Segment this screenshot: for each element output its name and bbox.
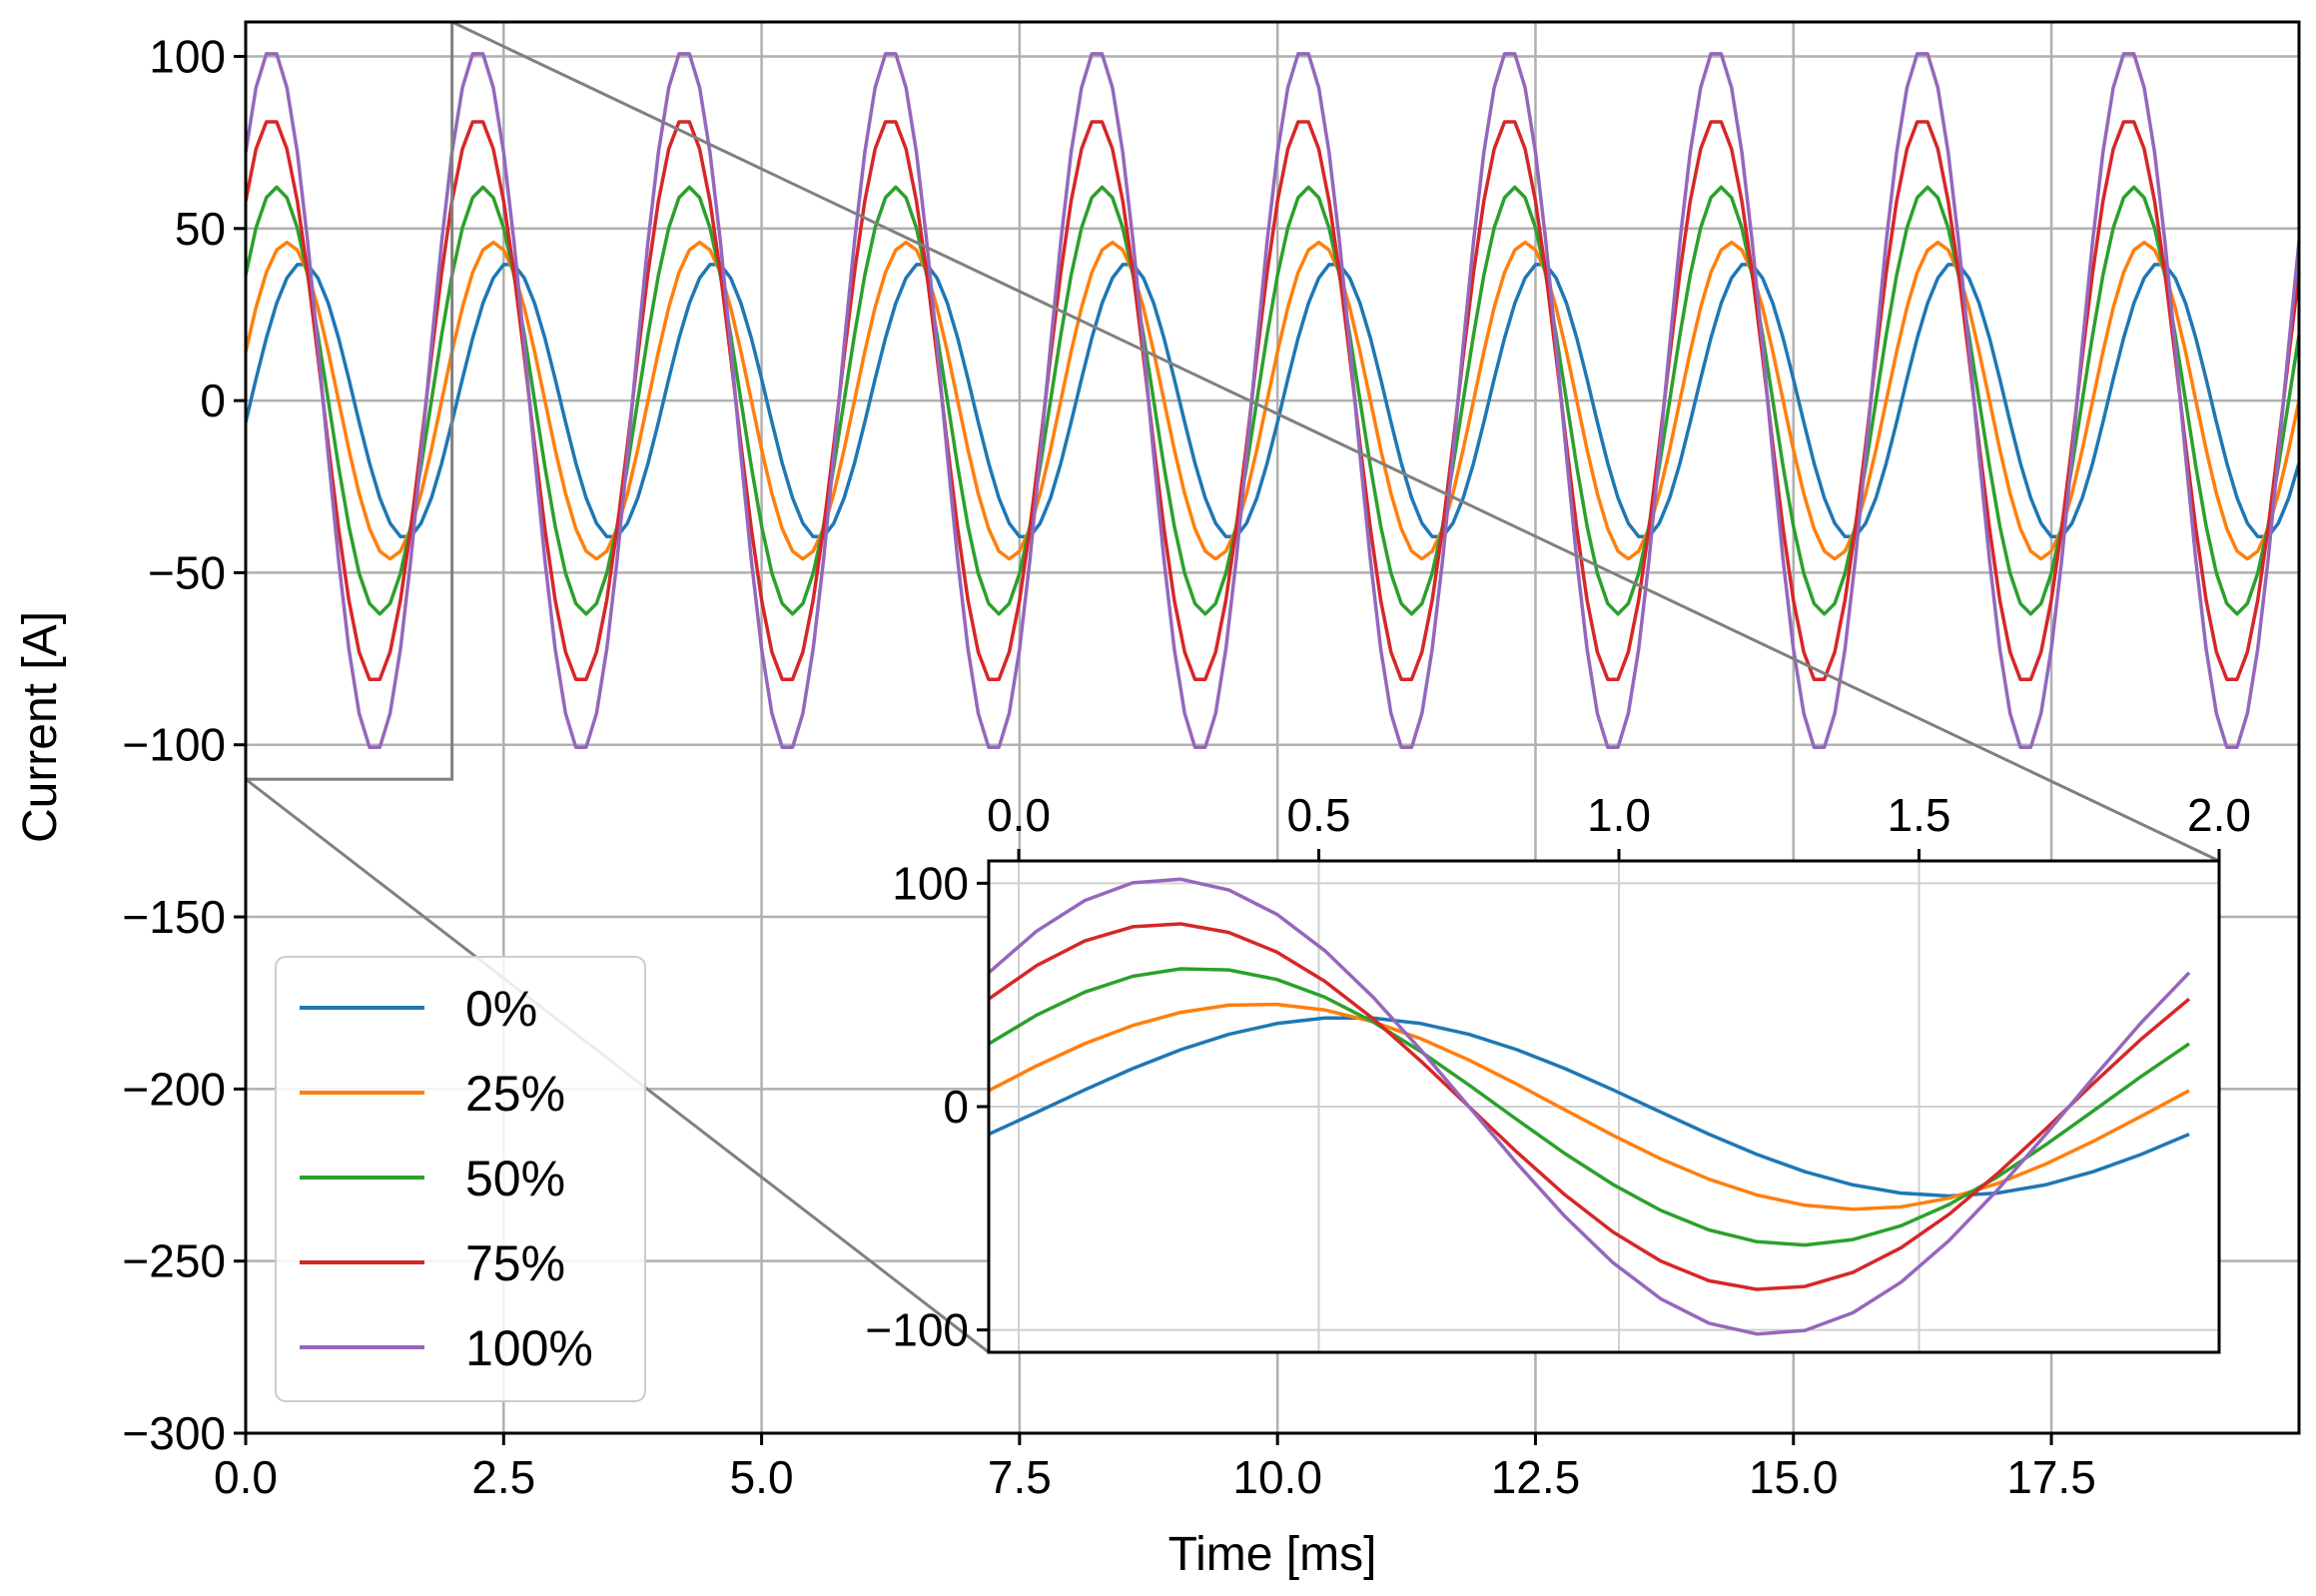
- inset-x-tick-label-1: 0.5: [1287, 789, 1351, 841]
- x-tick-label-7: 17.5: [2006, 1451, 2096, 1503]
- x-tick-label-3: 7.5: [988, 1451, 1052, 1503]
- legend-label-2: 50%: [465, 1151, 565, 1206]
- inset-x-tick-label-4: 2.0: [2187, 789, 2251, 841]
- y-tick-label-6: −200: [122, 1063, 226, 1115]
- zoom-connector-top: [450, 20, 2220, 863]
- inset-series-line-1: [988, 1002, 2190, 1211]
- legend: 0% 25% 50% 75% 100%: [275, 956, 646, 1402]
- y-tick-label-4: −100: [122, 719, 226, 771]
- legend-box: [275, 956, 646, 1402]
- inset-axis-ticks: 0.0 0.5 1.0 1.5 2.0 100 0 −100: [865, 789, 2251, 1356]
- series-line-3: [244, 120, 2301, 681]
- y-tick-label-3: −50: [148, 546, 226, 598]
- legend-entry-4: 100%: [300, 1320, 593, 1376]
- x-tick-label-0: 0.0: [214, 1451, 278, 1503]
- x-tick-label-4: 10.0: [1232, 1451, 1322, 1503]
- inset-x-tick-label-2: 1.0: [1587, 789, 1651, 841]
- legend-label-1: 25%: [465, 1066, 565, 1122]
- x-tick-label-5: 12.5: [1491, 1451, 1581, 1503]
- main-plot-frame: [244, 20, 2301, 1435]
- x-tick-label-2: 5.0: [730, 1451, 794, 1503]
- inset-y-tick-label-1: 0: [943, 1081, 969, 1133]
- inset-x-tick-label-0: 0.0: [987, 789, 1051, 841]
- main-axis-ticks: 0.0 2.5 5.0 7.5 10.0 12.5 15.0 17.5 100 50 0 −50 −10…: [122, 30, 2095, 1503]
- x-axis-label: Time [ms]: [1168, 1528, 1377, 1581]
- main-series-lines: [244, 52, 2301, 750]
- legend-label-3: 75%: [465, 1235, 565, 1291]
- y-tick-label-2: 0: [200, 375, 226, 426]
- legend-entry-1: 25%: [300, 1066, 565, 1122]
- y-tick-label-5: −150: [122, 891, 226, 943]
- legend-entry-3: 75%: [300, 1235, 565, 1291]
- y-tick-label-1: 50: [175, 203, 226, 255]
- legend-label-0: 0%: [465, 981, 537, 1037]
- inset-y-tick-label-0: 100: [892, 857, 969, 909]
- y-tick-label-0: 100: [149, 30, 226, 82]
- y-tick-label-7: −250: [122, 1235, 226, 1287]
- y-tick-label-8: −300: [122, 1407, 226, 1459]
- inset-series-line-3: [987, 922, 2191, 1291]
- inset-x-tick-label-3: 1.5: [1888, 789, 1951, 841]
- x-tick-label-6: 15.0: [1749, 1451, 1839, 1503]
- inset-series-lines: [987, 877, 2191, 1336]
- inset-series-line-0: [988, 1016, 2190, 1198]
- inset-zoom-panel: 0.0 0.5 1.0 1.5 2.0 100 0 −100: [865, 789, 2251, 1356]
- legend-label-4: 100%: [465, 1320, 593, 1376]
- y-axis-label: Current [A]: [14, 611, 67, 843]
- inset-y-tick-label-2: −100: [865, 1304, 969, 1356]
- x-tick-label-1: 2.5: [471, 1451, 535, 1503]
- legend-entry-2: 50%: [300, 1151, 565, 1206]
- legend-entry-0: 0%: [300, 981, 537, 1037]
- series-line-4: [244, 52, 2301, 750]
- inset-series-line-4: [987, 877, 2191, 1336]
